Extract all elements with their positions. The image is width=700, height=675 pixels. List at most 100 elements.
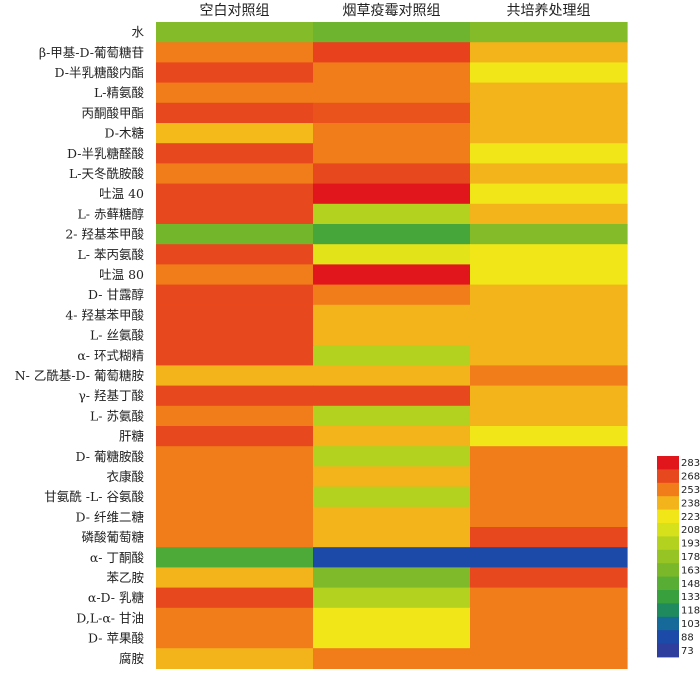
row-label: 水 (131, 25, 144, 40)
heatmap-cell (156, 102, 314, 124)
heatmap-cell (156, 203, 314, 225)
heatmap-cell (470, 547, 628, 568)
heatmap-cell (313, 284, 471, 306)
column-labels: 空白对照组 烟草疫霉对照组 共培养处理组 (200, 3, 591, 19)
legend-tick-label: 103 (681, 619, 700, 630)
heatmap-cell (313, 264, 471, 286)
heatmap-cell (470, 466, 628, 488)
heatmap-cell (156, 42, 314, 63)
heatmap-cell (470, 446, 628, 467)
legend-tick-label: 133 (681, 592, 700, 603)
heatmap-cell (156, 22, 314, 43)
heatmap-cell (313, 22, 471, 43)
heatmap-cell (156, 365, 314, 387)
heatmap-cell (313, 466, 471, 488)
heatmap-cell (156, 506, 314, 528)
legend-swatch (657, 576, 679, 591)
heatmap-cell (156, 163, 314, 185)
heatmap-cell (313, 82, 471, 104)
heatmap-cell (313, 203, 471, 225)
heatmap-cell (156, 62, 314, 84)
heatmap-cell (470, 284, 628, 306)
heatmap-cell (156, 607, 314, 629)
legend-tick-label: 148 (681, 579, 700, 590)
heatmap-cell (470, 365, 628, 387)
heatmap-cell (313, 506, 471, 528)
heatmap-cell (313, 42, 471, 63)
heatmap-cell (470, 345, 628, 366)
heatmap-cell (470, 304, 628, 326)
row-label: D- 纤维二糖 (76, 509, 145, 524)
legend-tick-label: 118 (681, 606, 700, 617)
legend-swatch (657, 469, 679, 484)
legend-swatch (657, 630, 679, 644)
heatmap-cell (470, 567, 628, 589)
heatmap-cell (313, 385, 471, 407)
row-label: D- 甘露醇 (88, 287, 144, 302)
row-label: 肝糖 (119, 429, 145, 444)
row-label: L-精氨酸 (94, 85, 145, 100)
heatmap-cell (156, 628, 314, 649)
heatmap-cell (156, 385, 314, 407)
heatmap-cell (313, 62, 471, 84)
heatmap-cell (313, 567, 471, 589)
heatmap-cell (156, 264, 314, 286)
row-label: 甘氨酰 -L- 谷氨酸 (44, 489, 144, 504)
row-label: D-半乳糖醛酸 (67, 146, 144, 161)
row-label: α- 环式糊精 (77, 348, 144, 363)
legend-tick-label: 238 (681, 498, 700, 509)
heatmap-cell (156, 304, 314, 326)
heatmap-cell (470, 264, 628, 286)
heatmap-cell (156, 587, 314, 609)
heatmap-cell (156, 325, 314, 346)
heatmap-cell (313, 123, 471, 144)
heatmap-cell (313, 163, 471, 185)
heatmap-cell (470, 325, 628, 346)
legend-swatch (657, 616, 679, 631)
row-label: 2- 羟基苯甲酸 (65, 227, 144, 242)
heatmap-cell (313, 486, 471, 508)
column-label: 烟草疫霉对照组 (343, 3, 441, 19)
row-label: L- 赤藓糖醇 (78, 206, 145, 221)
heatmap-cell (156, 82, 314, 104)
heatmap-cell (156, 648, 314, 669)
legend-tick-label: 178 (681, 552, 700, 563)
row-label: 吐温 40 (99, 186, 144, 201)
legend-tick-label: 73 (681, 646, 694, 657)
heatmap-cell (470, 385, 628, 407)
heatmap-cell (156, 486, 314, 508)
row-label: L-天冬酰胺酸 (69, 166, 145, 181)
heatmap-cell (156, 224, 314, 245)
heatmap-cell (470, 405, 628, 427)
row-label: D- 葡糖胺酸 (76, 449, 145, 464)
heatmap-cell (313, 607, 471, 629)
heatmap-cell (470, 183, 628, 205)
heatmap-cell (313, 224, 471, 245)
legend-tick-label: 208 (681, 525, 700, 536)
row-label: β-甲基-D-葡萄糖苷 (39, 45, 144, 60)
row-label: γ- 羟基丁酸 (78, 388, 144, 403)
color-legend: 283 268 253 238 223 208 193 178 163 148 133 118 103 8… (657, 456, 700, 658)
row-label: D,L-α- 甘油 (76, 610, 144, 625)
legend-tick-label: 223 (681, 512, 700, 523)
row-label: L- 苯丙氨酸 (78, 247, 145, 262)
legend-swatch (657, 509, 679, 524)
legend-tick-label: 253 (681, 485, 700, 496)
heatmap-cell (470, 203, 628, 225)
legend-swatch (657, 590, 679, 604)
heatmap-cell (313, 587, 471, 609)
heatmap-cell (313, 628, 471, 649)
heatmap-cell (470, 506, 628, 528)
row-label: 苯乙胺 (106, 570, 144, 585)
legend-swatch (657, 643, 679, 658)
heatmap-cell (470, 648, 628, 669)
heatmap-cell (470, 244, 628, 265)
row-label: D- 苹果酸 (88, 631, 144, 646)
heatmap-cell (470, 123, 628, 144)
heatmap-cell (470, 102, 628, 124)
heatmap-cell (156, 547, 314, 568)
heatmap-cell (313, 405, 471, 427)
row-label: 丙酮酸甲酯 (81, 105, 144, 120)
heatmap-cell (313, 183, 471, 205)
